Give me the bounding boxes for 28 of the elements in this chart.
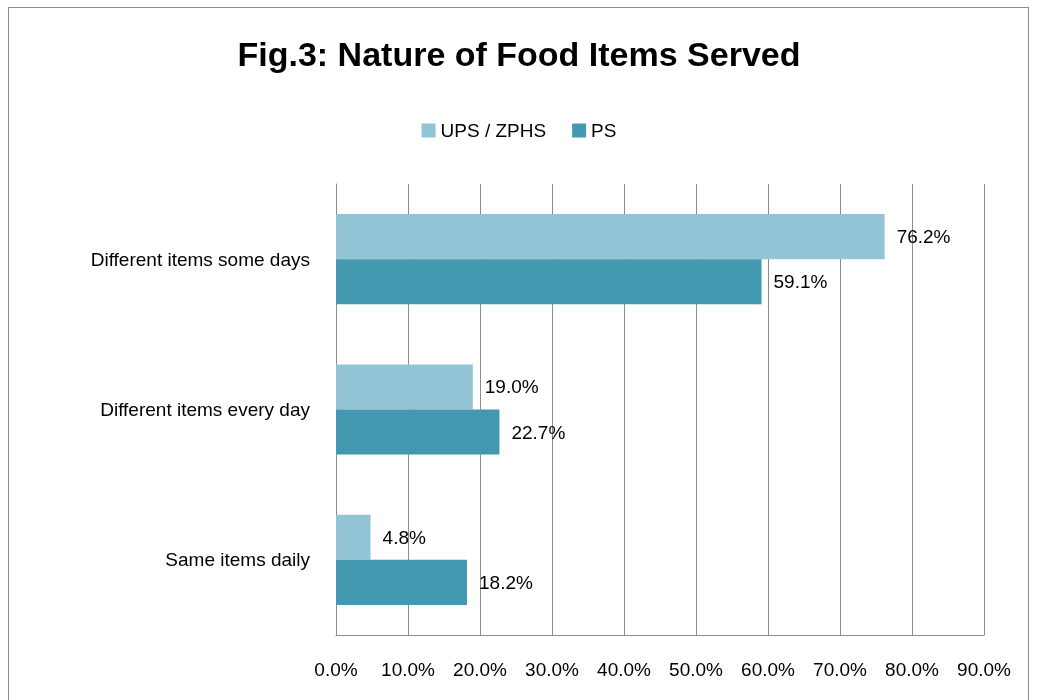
bar: [336, 514, 371, 560]
bar: [336, 559, 468, 605]
data-label: 19.0%: [484, 376, 539, 398]
data-label: 76.2%: [896, 226, 951, 248]
data-label: 18.2%: [479, 571, 534, 593]
x-tick-label: 0.0%: [314, 659, 358, 680]
chart-title: Fig.3: Nature of Food Items Served: [237, 35, 801, 73]
legend-label: PS: [591, 120, 617, 141]
x-tick-label: 40.0%: [597, 659, 652, 680]
data-label: 4.8%: [382, 526, 426, 548]
y-tick-label: Same items daily: [165, 549, 311, 571]
x-tick-label: 70.0%: [813, 659, 868, 680]
x-tick-label: 50.0%: [669, 659, 724, 680]
y-tick-label: Different items some days: [90, 248, 310, 270]
x-tick-label: 90.0%: [957, 659, 1012, 680]
y-tick-label: Different items every day: [100, 399, 311, 420]
x-tick-label: 30.0%: [525, 659, 580, 680]
x-tick-label: 60.0%: [741, 659, 796, 680]
bar: [336, 409, 500, 455]
x-tick-label: 10.0%: [381, 659, 436, 680]
x-tick-label: 20.0%: [453, 659, 508, 680]
legend-label: UPS / ZPHS: [440, 120, 547, 141]
data-label: 22.7%: [511, 421, 566, 443]
bar: [336, 214, 885, 260]
bar: [336, 259, 762, 305]
data-label: 59.1%: [773, 271, 828, 293]
x-tick-label: 80.0%: [885, 659, 940, 680]
bar: [336, 364, 473, 410]
